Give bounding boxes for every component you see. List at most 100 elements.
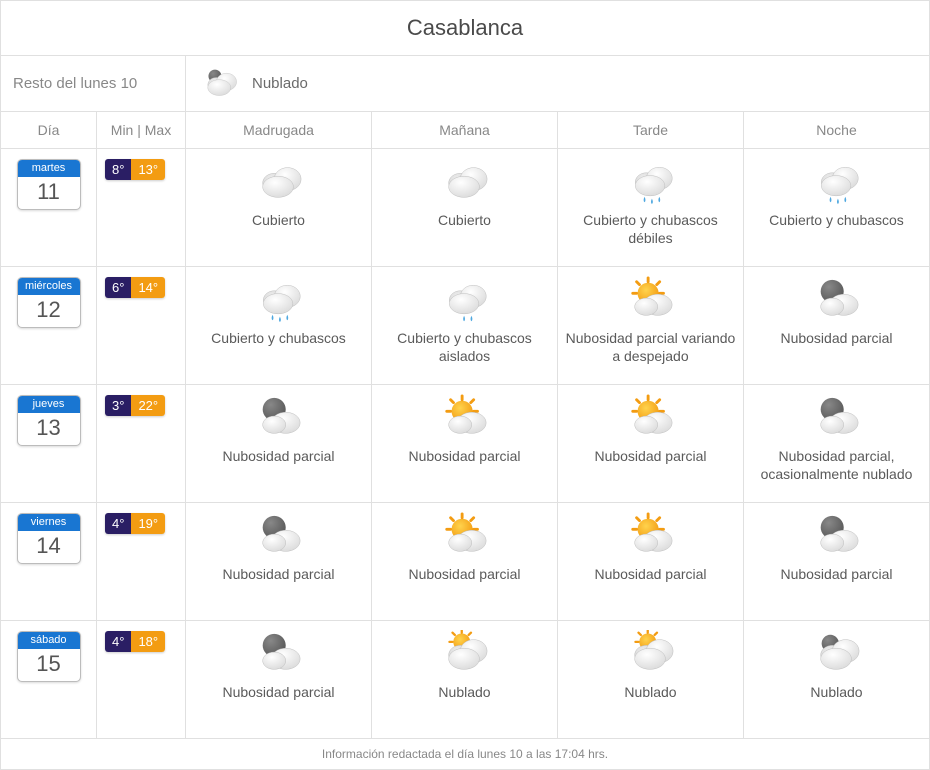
temp-low: 3°: [105, 395, 131, 416]
rain-icon: [255, 275, 303, 325]
partly-cloudy-night-icon: [813, 275, 861, 325]
day-of-month: 14: [18, 531, 80, 563]
period-cell: Nublado: [558, 621, 744, 738]
day-of-week: sábado: [18, 632, 80, 649]
page-title: Casablanca: [1, 1, 929, 55]
period-label: Nubosidad parcial: [222, 565, 334, 583]
footer-info: Información redactada el día lunes 10 a …: [1, 738, 929, 769]
period-cell: Nubosidad parcial: [186, 385, 372, 502]
temp-high: 18°: [131, 631, 165, 652]
day-cell: miércoles12: [1, 267, 97, 384]
temp-low: 4°: [105, 513, 131, 534]
forecast-row: miércoles12 6°14° Cubierto y chubascosCubi…: [1, 266, 929, 384]
partly-cloudy-night-icon: [813, 511, 861, 561]
period-cell: Nublado: [744, 621, 929, 738]
partly-sunny-icon: [627, 511, 675, 561]
cloudy-sun-icon: [627, 629, 675, 679]
temp-low: 6°: [105, 277, 131, 298]
header-tarde: Tarde: [558, 112, 744, 148]
temp-badge: 4°19°: [105, 513, 165, 534]
header-manana: Mañana: [372, 112, 558, 148]
column-headers: Día Min | Max Madrugada Mañana Tarde Noc…: [1, 111, 929, 148]
temp-cell: 3°22°: [97, 385, 186, 502]
period-label: Nubosidad parcial: [594, 565, 706, 583]
day-of-week: martes: [18, 160, 80, 177]
day-badge: martes11: [17, 159, 81, 210]
header-noche: Noche: [744, 112, 929, 148]
period-cell: Cubierto y chubascos: [744, 149, 929, 266]
temp-badge: 6°14°: [105, 277, 165, 298]
weather-table: Casablanca Resto del lunes 10 Nublado Dí…: [0, 0, 930, 770]
period-cell: Cubierto: [372, 149, 558, 266]
period-label: Nublado: [810, 683, 862, 701]
current-condition: Nublado: [186, 59, 929, 109]
period-label: Nubosidad parcial: [408, 565, 520, 583]
temp-cell: 6°14°: [97, 267, 186, 384]
period-cell: Cubierto y chubascos: [186, 267, 372, 384]
period-label: Cubierto y chubascos: [769, 211, 904, 229]
day-of-month: 12: [18, 295, 80, 327]
day-of-week: jueves: [18, 396, 80, 413]
day-badge: jueves13: [17, 395, 81, 446]
period-cell: Nubosidad parcial: [744, 267, 929, 384]
partly-sunny-icon: [441, 393, 489, 443]
partly-cloudy-night-icon: [813, 393, 861, 443]
temp-cell: 8°13°: [97, 149, 186, 266]
day-cell: viernes14: [1, 503, 97, 620]
day-of-month: 13: [18, 413, 80, 445]
period-cell: Cubierto y chubascos aislados: [372, 267, 558, 384]
period-cell: Cubierto y chubascos débiles: [558, 149, 744, 266]
partly-sunny-icon: [627, 393, 675, 443]
temp-cell: 4°19°: [97, 503, 186, 620]
partly-sunny-icon: [441, 511, 489, 561]
period-cell: Nubosidad parcial, ocasionalmente nublad…: [744, 385, 929, 502]
temp-badge: 4°18°: [105, 631, 165, 652]
period-label: Nubosidad parcial: [780, 329, 892, 347]
partly-cloudy-night-icon: [255, 629, 303, 679]
temp-high: 13°: [131, 159, 165, 180]
period-label: Cubierto y chubascos débiles: [562, 211, 739, 247]
forecast-row: martes118°13°CubiertoCubiertoCubierto y …: [1, 148, 929, 266]
period-cell: Nubosidad parcial: [186, 621, 372, 738]
cloudy-night-icon: [202, 59, 238, 109]
header-minmax: Min | Max: [97, 112, 186, 148]
current-time-label: Resto del lunes 10: [1, 56, 186, 112]
period-label: Cubierto y chubascos aislados: [376, 329, 553, 365]
day-cell: martes11: [1, 149, 97, 266]
header-day: Día: [1, 112, 97, 148]
temp-badge: 8°13°: [105, 159, 165, 180]
period-cell: Nubosidad parcial: [372, 385, 558, 502]
partly-cloudy-night-icon: [255, 393, 303, 443]
day-badge: viernes14: [17, 513, 81, 564]
day-cell: jueves13: [1, 385, 97, 502]
temp-cell: 4°18°: [97, 621, 186, 738]
forecast-row: sábado15 4°18° Nubosidad parcial Nublado Nub…: [1, 620, 929, 738]
cloudy-night-icon: [813, 629, 861, 679]
current-condition-label: Nublado: [252, 75, 308, 92]
temp-badge: 3°22°: [105, 395, 165, 416]
day-of-week: viernes: [18, 514, 80, 531]
rain-light-icon: [441, 275, 489, 325]
partly-sunny-icon: [627, 275, 675, 325]
day-cell: sábado15: [1, 621, 97, 738]
temp-high: 22°: [131, 395, 165, 416]
period-cell: Nubosidad parcial: [744, 503, 929, 620]
day-of-month: 15: [18, 649, 80, 681]
day-of-month: 11: [18, 177, 80, 209]
day-badge: sábado15: [17, 631, 81, 682]
period-label: Nubosidad parcial variando a despejado: [562, 329, 739, 365]
period-cell: Nubosidad parcial variando a despejado: [558, 267, 744, 384]
partly-cloudy-night-icon: [255, 511, 303, 561]
period-label: Cubierto: [252, 211, 305, 229]
current-conditions-row: Resto del lunes 10 Nublado: [1, 55, 929, 111]
temp-high: 14°: [131, 277, 165, 298]
day-badge: miércoles12: [17, 277, 81, 328]
overcast-icon: [255, 157, 303, 207]
period-label: Nubosidad parcial: [222, 683, 334, 701]
period-label: Nublado: [438, 683, 490, 701]
period-cell: Nubosidad parcial: [558, 385, 744, 502]
period-cell: Nubosidad parcial: [186, 503, 372, 620]
rain-icon: [813, 157, 861, 207]
header-madrugada: Madrugada: [186, 112, 372, 148]
temp-low: 4°: [105, 631, 131, 652]
